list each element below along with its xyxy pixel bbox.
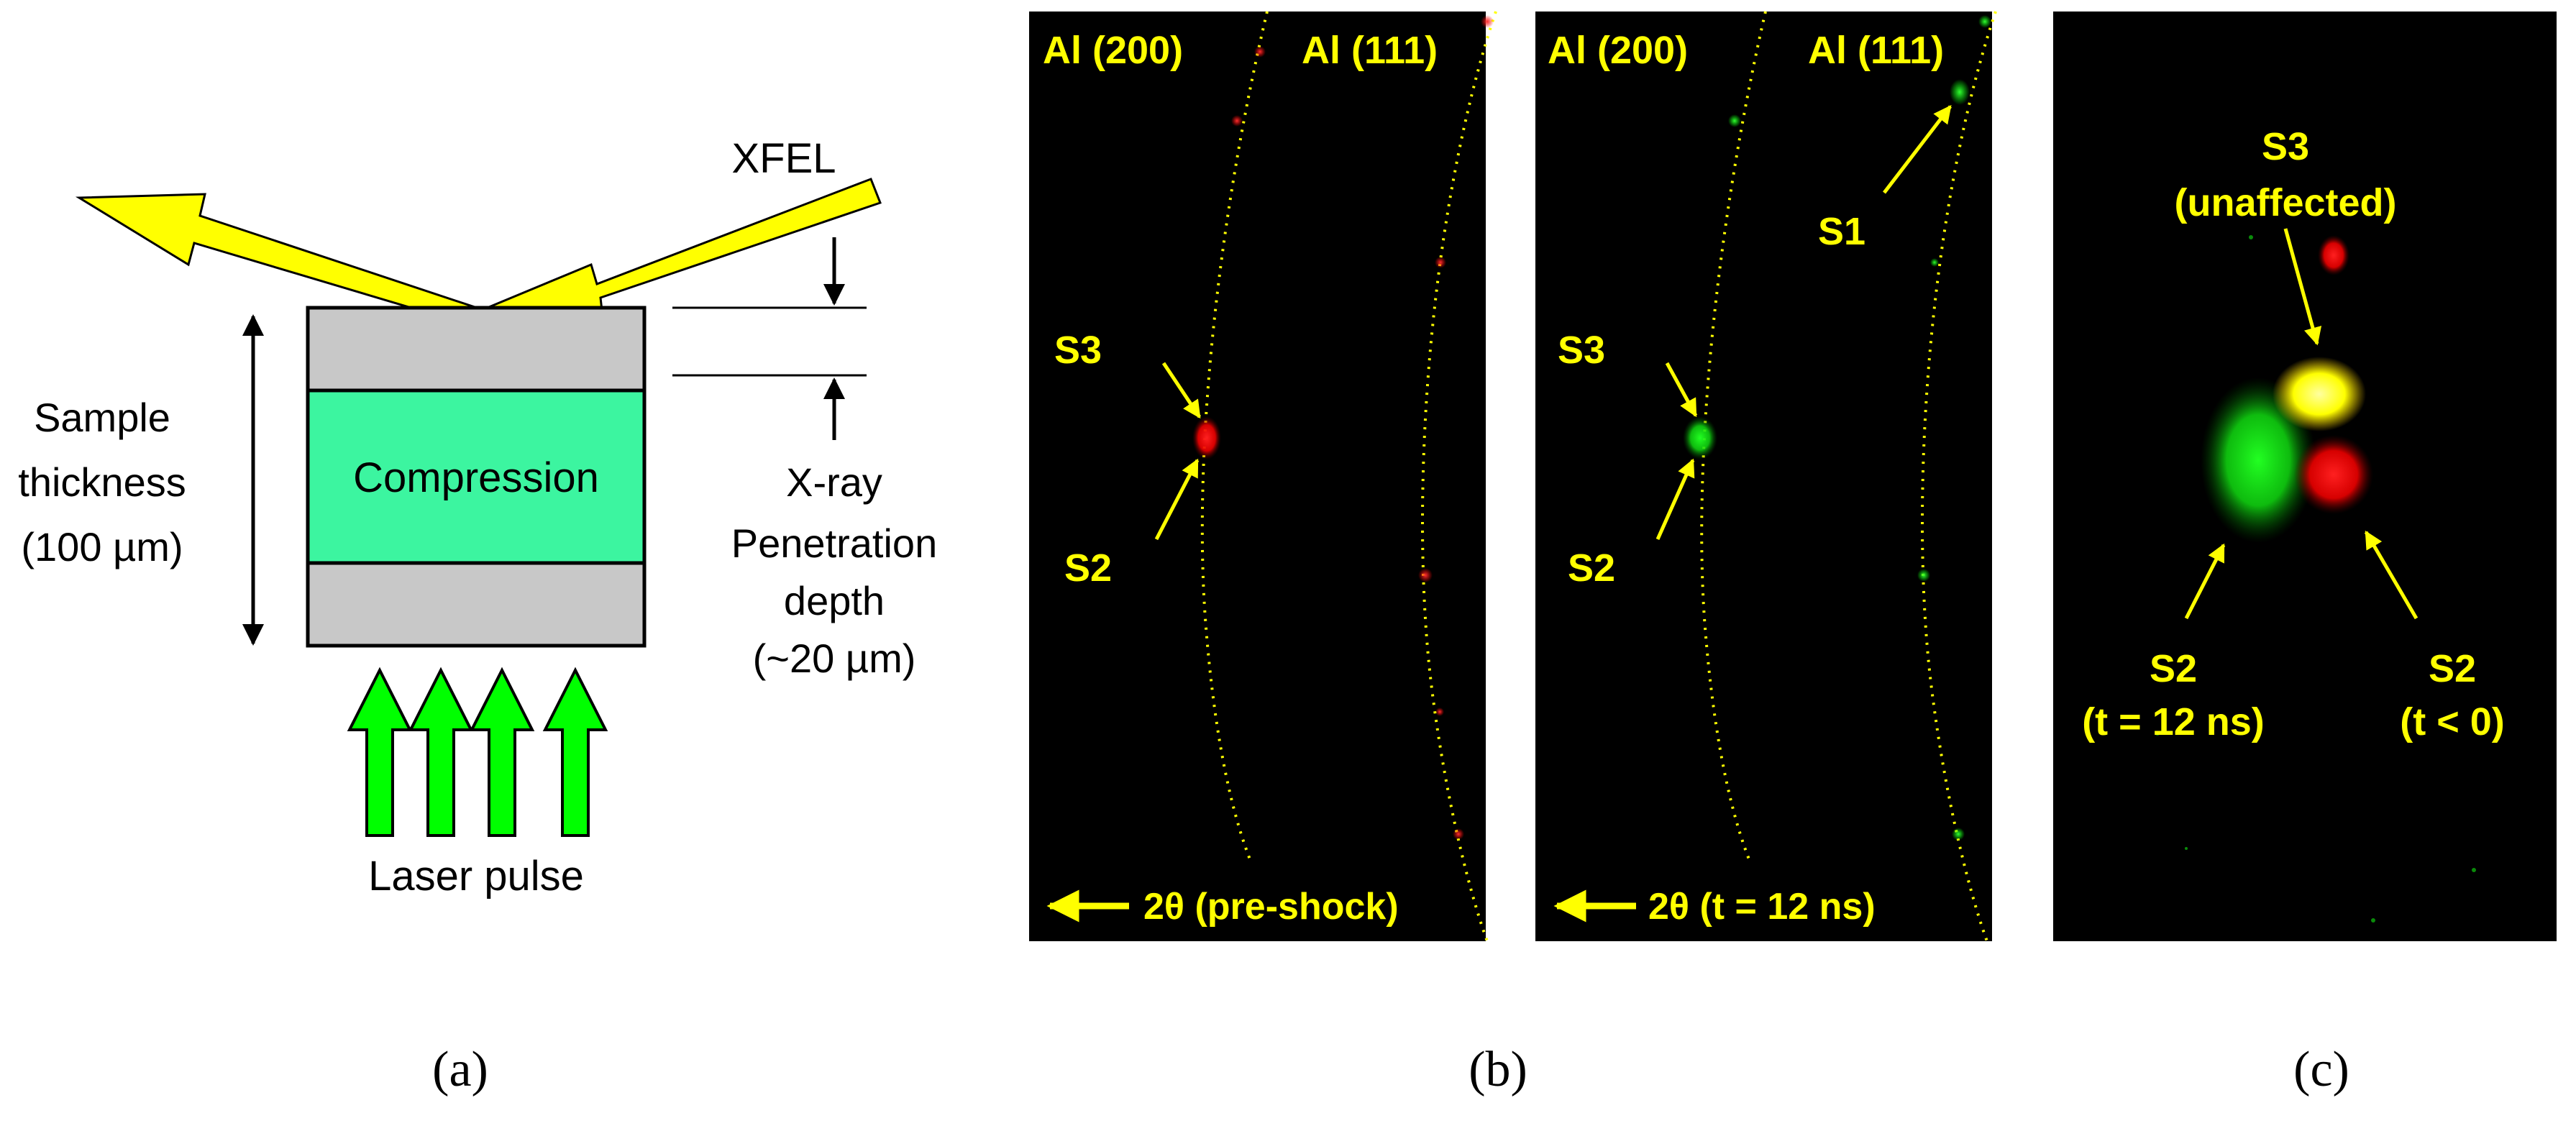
compression-layer: [306, 388, 647, 565]
speckle: [2472, 868, 2476, 872]
laser-arrow-3: [469, 667, 535, 837]
arrow-s2-preshock: [2364, 530, 2419, 620]
label-s2: S2: [1568, 546, 1615, 590]
penetration-line4: (~20 µm): [753, 636, 916, 681]
spot-small: [1930, 258, 1939, 267]
detector-image-post-shock: [1535, 12, 1992, 941]
laser-arrow-1: [347, 667, 413, 837]
panel-a: Compression XFEL Sample thickness (100 µ…: [18, 135, 937, 1097]
arrow-s2-shocked: [2184, 543, 2226, 620]
label-s3: S3: [1558, 329, 1605, 372]
penetration-line2: Penetration: [731, 521, 937, 566]
spot-small: [1481, 15, 1494, 28]
spot-small: [1952, 828, 1965, 841]
speckle: [2371, 918, 2375, 923]
penetration-line1: X-ray: [786, 459, 882, 505]
spot-small: [1728, 114, 1741, 127]
sample-bottom-layer: [306, 561, 647, 648]
laser-arrow-4: [542, 667, 608, 837]
arrow-s1: [1883, 105, 1952, 194]
detector-image-pre-shock: [1029, 12, 1486, 941]
spot-s2-s3-preshock: [1192, 416, 1221, 459]
label-s2-preshock-line1: S2: [2429, 647, 2476, 690]
arrow-s3: [1161, 362, 1202, 419]
thickness-label-line3: (100 µm): [21, 524, 183, 569]
speckle: [2249, 235, 2253, 239]
xfel-label: XFEL: [731, 135, 836, 182]
caption-a: (a): [432, 1042, 488, 1097]
label-s2-preshock-line2: (t < 0): [2400, 700, 2505, 743]
direction-label: 2θ (pre-shock): [1143, 886, 1399, 928]
caption-b: (b): [1469, 1042, 1527, 1097]
compression-label: Compression: [353, 454, 599, 501]
xfel-incident-arrow: [488, 178, 882, 319]
spot-small: [1917, 569, 1930, 582]
arrow-s2: [1154, 458, 1200, 541]
label-s1: S1: [1818, 210, 1865, 253]
label-s3: S3: [1054, 329, 1102, 372]
spot-small: [1978, 15, 1991, 28]
panel-b-right-image: Al (200) Al (111) S1 S3 S2 2θ (t = 12 ns…: [1535, 11, 1997, 942]
panel-b-left-image: Al (200) Al (111) S3 S2 2θ (pre-shock): [1029, 11, 1497, 942]
laser-arrows: [347, 667, 608, 837]
label-s3-line1: S3: [2262, 125, 2309, 168]
laser-label: Laser pulse: [368, 853, 584, 900]
arrow-s2: [1655, 458, 1695, 541]
label-al-111: Al (111): [1302, 29, 1438, 72]
speckle: [2185, 847, 2188, 850]
spot-small: [1435, 257, 1446, 268]
label-s3-line2: (unaffected): [2175, 181, 2397, 224]
s2-preshock-spot: [2294, 435, 2373, 514]
arrow-s3: [2283, 228, 2322, 346]
label-s2: S2: [1064, 546, 1112, 590]
sample-top-layer: [306, 306, 647, 393]
spot-small: [1435, 708, 1444, 716]
spot-s1: [1950, 79, 1970, 105]
caption-c: (c): [2293, 1042, 2349, 1097]
label-s2-shocked-line2: (t = 12 ns): [2082, 700, 2265, 743]
red-spot-top: [2318, 235, 2349, 275]
spot-small: [1453, 828, 1464, 840]
spot-s2-s3-shocked: [1683, 416, 1717, 459]
ring-al-200: [1200, 11, 1269, 864]
panel-c: S3 (unaffected) S2 (t = 12 ns) S2 (t < 0…: [2053, 12, 2557, 941]
thickness-label-line1: Sample: [34, 395, 170, 440]
spot-small: [1254, 46, 1266, 58]
direction-label: 2θ (t = 12 ns): [1648, 886, 1876, 928]
label-al-200: Al (200): [1548, 29, 1688, 72]
label-s2-shocked-line1: S2: [2150, 647, 2197, 690]
thickness-label-line2: thickness: [18, 459, 186, 505]
laser-arrow-2: [408, 667, 474, 837]
penetration-line3: depth: [784, 578, 885, 623]
speckle: [2155, 731, 2160, 736]
label-al-111: Al (111): [1808, 29, 1944, 72]
ring-al-200: [1700, 11, 1767, 864]
s3-overlap-spot: [2273, 357, 2366, 431]
spot-small: [1231, 115, 1243, 127]
spot-small: [1418, 568, 1433, 582]
arrow-s3: [1665, 362, 1698, 418]
label-al-200: Al (200): [1043, 29, 1183, 72]
